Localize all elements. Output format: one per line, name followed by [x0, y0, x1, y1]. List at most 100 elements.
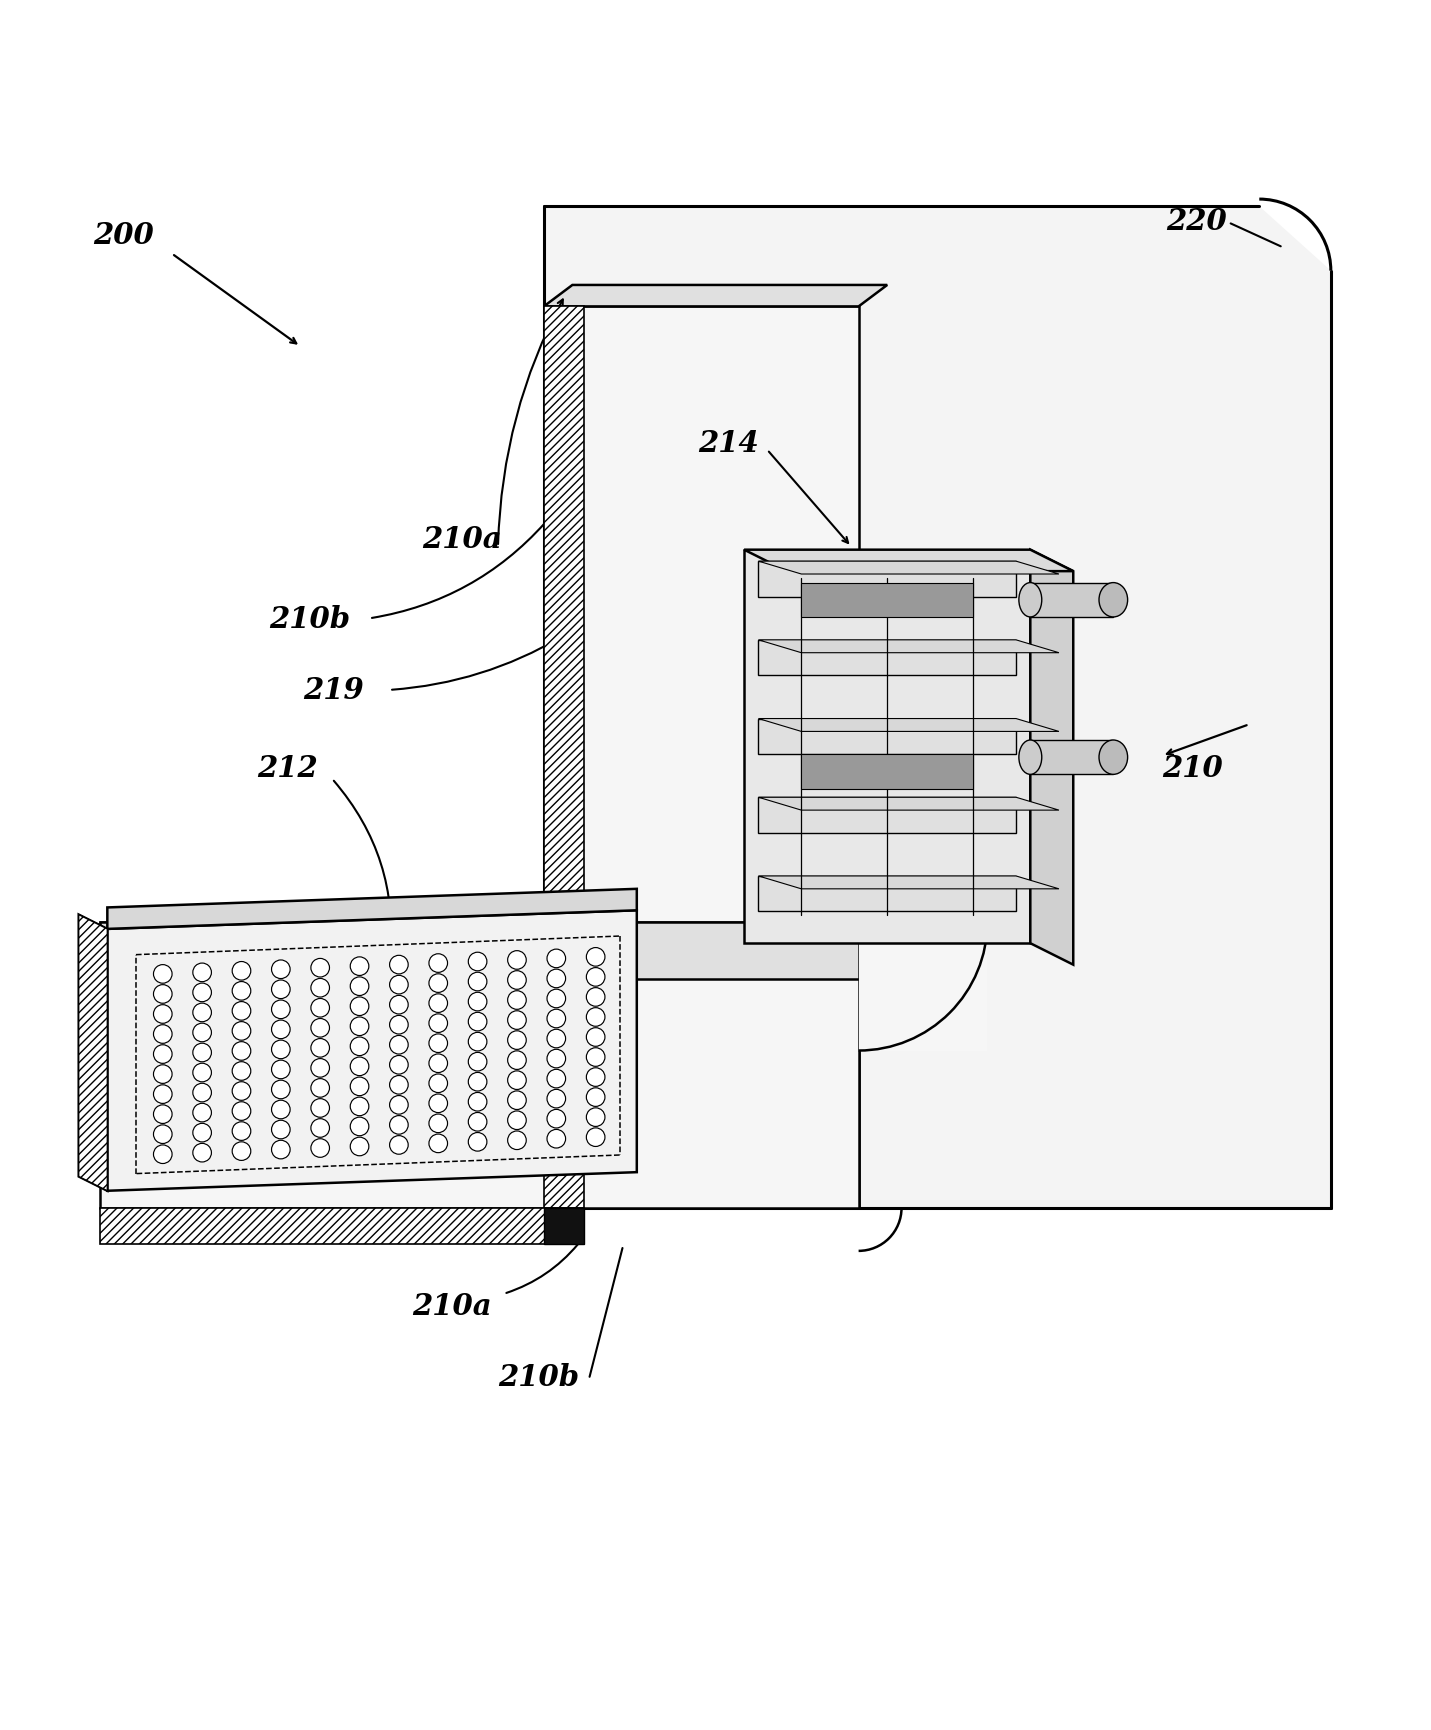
Polygon shape — [744, 550, 1073, 573]
Circle shape — [153, 1105, 172, 1124]
Circle shape — [272, 1140, 290, 1159]
Circle shape — [389, 1137, 408, 1154]
Circle shape — [351, 957, 369, 976]
Circle shape — [193, 1003, 212, 1022]
Circle shape — [232, 1041, 250, 1060]
Text: 220: 220 — [1166, 208, 1226, 235]
Ellipse shape — [1099, 740, 1128, 775]
Ellipse shape — [1099, 583, 1128, 618]
Polygon shape — [1030, 583, 1113, 618]
Circle shape — [547, 1069, 565, 1088]
Circle shape — [311, 979, 329, 998]
Circle shape — [193, 964, 212, 983]
Circle shape — [429, 955, 448, 972]
Circle shape — [508, 952, 527, 971]
Circle shape — [272, 981, 290, 998]
Circle shape — [153, 1145, 172, 1164]
Polygon shape — [758, 720, 1059, 732]
Circle shape — [389, 1076, 408, 1095]
Circle shape — [587, 1067, 605, 1086]
Polygon shape — [744, 550, 1030, 943]
Circle shape — [587, 1128, 605, 1147]
Polygon shape — [758, 640, 1059, 654]
Polygon shape — [758, 798, 1016, 834]
Circle shape — [153, 1026, 172, 1043]
Circle shape — [153, 965, 172, 984]
Polygon shape — [79, 915, 107, 1190]
Text: 210b: 210b — [269, 604, 351, 633]
Circle shape — [193, 1124, 212, 1142]
Circle shape — [351, 1097, 369, 1116]
Text: 219: 219 — [303, 676, 363, 706]
Circle shape — [272, 1040, 290, 1059]
Circle shape — [153, 984, 172, 1003]
Circle shape — [587, 1088, 605, 1107]
Circle shape — [468, 1073, 487, 1092]
Circle shape — [232, 1123, 250, 1140]
Circle shape — [547, 969, 565, 988]
Circle shape — [232, 1081, 250, 1100]
Circle shape — [468, 1112, 487, 1131]
Circle shape — [508, 1131, 527, 1150]
Circle shape — [272, 1121, 290, 1138]
Circle shape — [547, 1050, 565, 1067]
Circle shape — [193, 1104, 212, 1123]
Circle shape — [547, 950, 565, 969]
Polygon shape — [544, 308, 584, 1208]
Polygon shape — [758, 720, 1016, 754]
Circle shape — [232, 1002, 250, 1021]
Circle shape — [232, 983, 250, 1000]
Circle shape — [429, 1095, 448, 1112]
Circle shape — [351, 977, 369, 996]
Circle shape — [311, 1119, 329, 1138]
Circle shape — [351, 1138, 369, 1156]
Polygon shape — [758, 877, 1016, 912]
Polygon shape — [544, 285, 887, 308]
Ellipse shape — [1019, 583, 1042, 618]
Text: 210b: 210b — [498, 1363, 580, 1391]
Polygon shape — [758, 877, 1059, 889]
Polygon shape — [758, 562, 1059, 574]
Circle shape — [389, 1016, 408, 1035]
Circle shape — [508, 1071, 527, 1090]
Ellipse shape — [1019, 740, 1042, 775]
Circle shape — [587, 1028, 605, 1047]
Circle shape — [193, 1064, 212, 1083]
Circle shape — [311, 1099, 329, 1118]
Circle shape — [232, 962, 250, 981]
Circle shape — [272, 1081, 290, 1099]
Polygon shape — [801, 583, 973, 618]
Circle shape — [587, 988, 605, 1007]
Polygon shape — [544, 1208, 584, 1244]
Polygon shape — [107, 889, 637, 929]
Circle shape — [547, 1130, 565, 1149]
Circle shape — [429, 974, 448, 993]
Circle shape — [508, 1010, 527, 1029]
Circle shape — [351, 1038, 369, 1055]
Circle shape — [351, 1017, 369, 1036]
Circle shape — [389, 1095, 408, 1114]
Polygon shape — [100, 1208, 584, 1244]
Text: 212: 212 — [258, 753, 318, 782]
Circle shape — [193, 1024, 212, 1041]
Circle shape — [389, 955, 408, 974]
Circle shape — [193, 984, 212, 1002]
Circle shape — [468, 1012, 487, 1031]
Circle shape — [587, 969, 605, 986]
Circle shape — [468, 953, 487, 971]
Circle shape — [232, 1102, 250, 1121]
Circle shape — [468, 972, 487, 991]
Circle shape — [429, 995, 448, 1012]
Circle shape — [547, 1109, 565, 1128]
Polygon shape — [1030, 740, 1113, 775]
Polygon shape — [801, 754, 973, 789]
Text: 219: 219 — [150, 1080, 210, 1109]
Circle shape — [508, 991, 527, 1010]
Circle shape — [389, 976, 408, 995]
Circle shape — [351, 1057, 369, 1076]
Circle shape — [429, 1054, 448, 1073]
Circle shape — [508, 1111, 527, 1130]
Circle shape — [351, 1118, 369, 1137]
Circle shape — [389, 996, 408, 1014]
Circle shape — [351, 998, 369, 1016]
